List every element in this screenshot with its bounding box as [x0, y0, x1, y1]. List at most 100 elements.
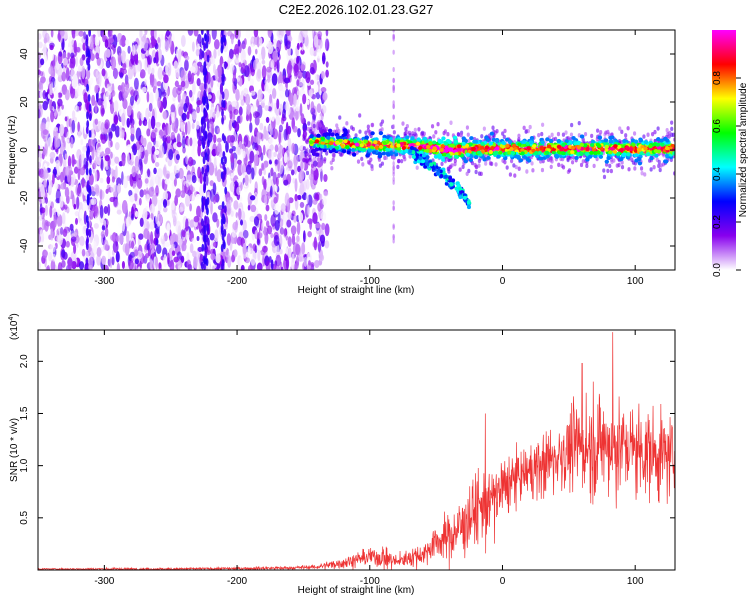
spectrogram-noise-cell [267, 124, 271, 132]
spectrogram-halo-cell [338, 115, 342, 120]
spectrogram-noise-cell [77, 121, 80, 132]
spectrogram-noise-cell [134, 58, 139, 66]
spectrogram-noise-cell [242, 229, 249, 239]
spectrogram-noise-cell [131, 30, 136, 43]
spectrogram-noise-cell [161, 91, 167, 97]
spectrogram-noise-cell [283, 128, 288, 141]
spectrogram-ridge-cell [410, 136, 415, 141]
spectrogram-ridge-cell [660, 142, 665, 147]
spectrogram-noise-cell [139, 217, 144, 227]
spectrogram-ridge-cell [310, 149, 316, 154]
spectrogram-noise-cell [313, 236, 318, 251]
spectrogram-noise-cell [238, 62, 242, 68]
spectrogram-ridge-cell [507, 140, 513, 145]
spectrogram-noise-cell [105, 188, 109, 194]
spectrogram-noise-cell [115, 165, 118, 179]
spectrogram-noise-cell [155, 210, 159, 225]
spectrogram-noise-cell [214, 229, 219, 242]
spectrogram-noise-cell [228, 48, 234, 60]
spectrogram-halo-cell [540, 167, 545, 173]
spectrogram-ridge-cell [416, 137, 421, 142]
spectrogram-halo-cell [646, 132, 650, 137]
spectrogram-noise-cell [277, 157, 280, 172]
spectrogram-noise-cell [175, 188, 181, 198]
spectrogram-noise-cell [53, 136, 59, 150]
spectrogram-noise-cell [249, 122, 253, 133]
spectrogram-ridge-cell [537, 156, 543, 161]
spectrogram-noise-cell [111, 256, 115, 266]
spectrogram-noise-cell [228, 219, 231, 232]
spectrogram-noise-cell [256, 262, 263, 270]
spectrogram-noise-cell [292, 125, 298, 133]
spectrogram-halo-cell [557, 162, 561, 168]
spectrogram-noise-cell [120, 34, 127, 48]
spectrogram-ridge-cell [664, 153, 670, 158]
spectrogram-streak-cell [203, 42, 206, 51]
spectrogram-noise-cell [319, 234, 326, 244]
spectrogram-noise-cell [138, 120, 142, 126]
spectrogram-noise-cell [251, 104, 257, 113]
spectrogram-noise-cell [276, 39, 282, 53]
spectrogram-noise-cell [121, 154, 126, 167]
spectrogram-streak-cell [224, 205, 227, 214]
spectrogram-noise-cell [245, 93, 251, 106]
spectrogram-halo-cell [305, 170, 310, 176]
spectrogram-noise-cell [93, 223, 99, 229]
spectrogram-streak-cell [221, 213, 225, 222]
spectrogram-ridge-cell [501, 140, 506, 145]
spectrogram-noise-cell [79, 57, 84, 67]
spectrogram-halo-cell [561, 165, 566, 170]
spectrogram-streak-cell [222, 174, 225, 183]
spectrogram-halo-cell [556, 131, 561, 137]
spectrogram-noise-cell [196, 235, 200, 242]
spectrogram-noise-cell [210, 57, 216, 65]
spectrogram-ridge-cell [597, 135, 603, 140]
spectrogram-noise-cell [63, 204, 68, 210]
spectrogram-noise-cell [144, 30, 148, 36]
spectrogram-noise-cell [321, 55, 326, 62]
spectrogram-noise-cell [320, 87, 327, 93]
spectrogram-noise-cell [91, 191, 96, 197]
spectrogram-noise-cell [208, 121, 215, 129]
spectrogram-ridge-cell [418, 145, 423, 150]
spectrogram-ridge-cell [346, 150, 351, 155]
spectrogram-halo-cell [509, 158, 514, 164]
spectrogram-noise-cell [44, 196, 49, 204]
spectrogram-halo-cell [503, 128, 507, 134]
spectrogram-noise-cell [296, 235, 300, 243]
spectrogram-noise-cell [233, 249, 238, 258]
spectrogram-halo-cell [436, 121, 440, 127]
spectrogram-noise-cell [272, 128, 279, 140]
spectrogram-noise-cell [278, 129, 282, 144]
spectrogram-noise-cell [133, 90, 139, 101]
spectrogram-noise-cell [49, 99, 53, 112]
spectrogram-noise-cell [71, 236, 77, 242]
spectrogram-noise-cell [126, 117, 131, 128]
spectrogram-ridge-cell [319, 144, 325, 149]
spectrogram-noise-cell [305, 71, 311, 84]
spectrogram-noise-cell [62, 157, 67, 170]
spectrogram-noise-cell [283, 179, 289, 186]
spectrogram-noise-cell [62, 57, 68, 66]
spectrogram-streak-cell [86, 83, 89, 92]
spectrogram-streak-cell [223, 135, 227, 144]
spectrogram-ridge-cell [351, 152, 357, 157]
spectrogram-noise-cell [236, 236, 243, 246]
spectrogram-noise-cell [189, 193, 196, 202]
spectrogram-noise-cell [209, 248, 216, 256]
spectrogram-noise-cell [295, 154, 299, 164]
spectrogram-ridge-cell [517, 142, 522, 147]
spectrogram-noise-cell [294, 193, 298, 202]
spectrogram-halo-cell [305, 158, 309, 163]
spectrogram-noise-cell [196, 77, 201, 87]
spectrogram-noise-cell [270, 167, 274, 177]
spectrogram-noise-cell [191, 122, 195, 130]
spectrogram-halo-cell [668, 130, 672, 136]
spectrogram-noise-cell [165, 63, 169, 76]
spectrogram-ridge-cell [597, 143, 602, 148]
spectrogram-noise-cell [238, 106, 243, 116]
spectrogram-noise-cell [291, 253, 295, 263]
spectrogram-noise-cell [131, 64, 136, 74]
spectrogram-halo-cell [404, 126, 408, 132]
spectrogram-noise-cell [279, 248, 283, 255]
